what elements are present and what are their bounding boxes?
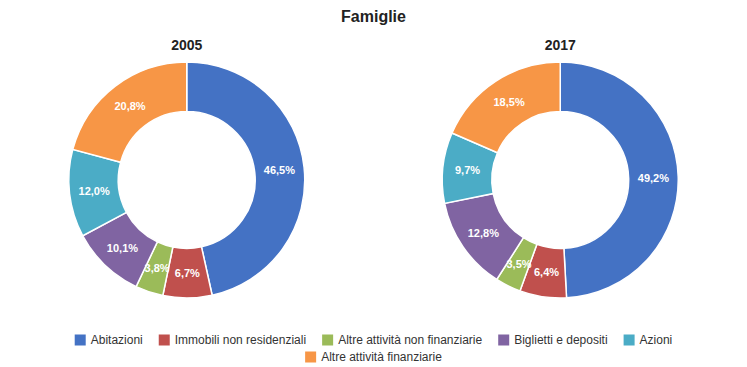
legend-swatch bbox=[322, 335, 333, 346]
data-label: 10,1% bbox=[107, 242, 138, 254]
legend: Abitazioni Immobili non residenziali Altre… bbox=[75, 333, 673, 364]
legend-item: Biglietti e depositi bbox=[498, 333, 607, 347]
legend-item: Altre attività finanziarie bbox=[305, 350, 442, 364]
legend-swatch bbox=[159, 335, 170, 346]
data-label: 46,5% bbox=[264, 164, 295, 176]
donut-slice bbox=[73, 62, 187, 162]
donut-group bbox=[69, 62, 305, 298]
legend-swatch bbox=[624, 335, 635, 346]
donut-group bbox=[442, 62, 678, 298]
data-labels: 46,5% 6,7% 3,8% 10,1% 12,0% 20,8% bbox=[79, 100, 296, 279]
legend-item: Immobili non residenziali bbox=[159, 333, 306, 347]
legend-label: Azioni bbox=[640, 333, 673, 347]
data-label: 12,0% bbox=[79, 185, 110, 197]
legend-item: Abitazioni bbox=[75, 333, 143, 347]
data-label: 12,8% bbox=[468, 227, 499, 239]
data-label: 3,5% bbox=[506, 258, 531, 270]
data-label: 6,7% bbox=[175, 267, 200, 279]
chart-subtitle: 2005 bbox=[171, 37, 202, 53]
data-label: 18,5% bbox=[494, 96, 525, 108]
legend-label: Abitazioni bbox=[91, 333, 143, 347]
chart-root: Famiglie 2005 46,5% 6,7% 3,8% 10,1% 12,0% 20,8%… bbox=[0, 0, 747, 367]
data-label: 20,8% bbox=[114, 100, 145, 112]
legend-label: Immobili non residenziali bbox=[175, 333, 306, 347]
legend-label: Biglietti e depositi bbox=[514, 333, 607, 347]
legend-item: Azioni bbox=[624, 333, 673, 347]
legend-label: Altre attività finanziarie bbox=[321, 350, 442, 364]
legend-label: Altre attività non finanziarie bbox=[338, 333, 482, 347]
donut-slice bbox=[452, 62, 560, 153]
data-labels: 49,2% 6,4%3,5% 12,8% 9,7% 18,5% bbox=[455, 96, 669, 278]
legend-swatch bbox=[75, 335, 86, 346]
data-label: 9,7% bbox=[455, 164, 480, 176]
data-label: 6,4% bbox=[534, 266, 559, 278]
legend-swatch bbox=[498, 335, 509, 346]
legend-swatch bbox=[305, 352, 316, 363]
data-label: 3,8% bbox=[145, 262, 170, 274]
legend-item: Altre attività non finanziarie bbox=[322, 333, 482, 347]
donut-slice bbox=[69, 149, 127, 235]
donut-slice bbox=[560, 62, 678, 298]
chart-subtitle: 2017 bbox=[545, 37, 576, 53]
chart-title: Famiglie bbox=[341, 8, 406, 25]
data-label: 49,2% bbox=[638, 172, 669, 184]
